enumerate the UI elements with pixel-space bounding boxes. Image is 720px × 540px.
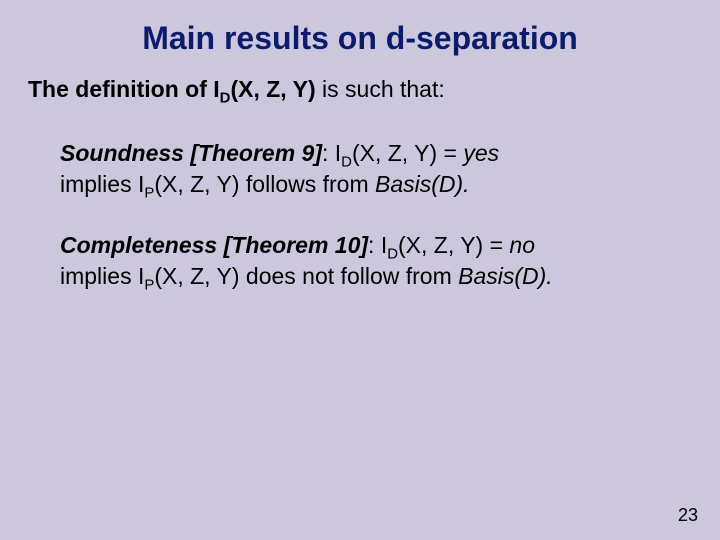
line2-prefix: implies [60,263,138,289]
line2-prefix: implies [60,171,138,197]
intro-expr-args: (X, Z, Y) [230,76,315,102]
intro-prefix: The definition of [28,76,213,102]
theorem-label: Soundness [Theorem 9] [60,140,322,166]
expr2-args: (X, Z, Y) [154,263,239,289]
expr1-val: yes [463,140,499,166]
expr1-args: (X, Z, Y) = [398,232,509,258]
intro-line: The definition of ID(X, Z, Y) is such th… [28,75,692,104]
intro-expr-sub: D [220,90,231,107]
expr1-sub: D [341,153,352,170]
basis: Basis(D). [458,263,553,289]
line2-mid: does not follow from [240,263,459,289]
expr2-sub: P [144,276,154,293]
theorem-soundness: Soundness [Theorem 9]: ID(X, Z, Y) = yes… [60,138,692,200]
theorem-colon: : [368,232,381,258]
theorem-completeness: Completeness [Theorem 10]: ID(X, Z, Y) =… [60,230,692,292]
slide-container: Main results on d-separation The definit… [0,0,720,540]
page-number: 23 [678,505,698,526]
basis: Basis(D). [375,171,470,197]
expr2-sub: P [144,184,154,201]
expr2-args: (X, Z, Y) [154,171,239,197]
theorem-colon: : [322,140,335,166]
intro-suffix: is such that: [316,76,445,102]
line2-mid: follows from [240,171,375,197]
theorem-label: Completeness [Theorem 10] [60,232,368,258]
expr1-val: no [509,232,535,258]
slide-title: Main results on d-separation [28,20,692,57]
expr1-sub: D [387,245,398,262]
expr1-args: (X, Z, Y) = [352,140,463,166]
